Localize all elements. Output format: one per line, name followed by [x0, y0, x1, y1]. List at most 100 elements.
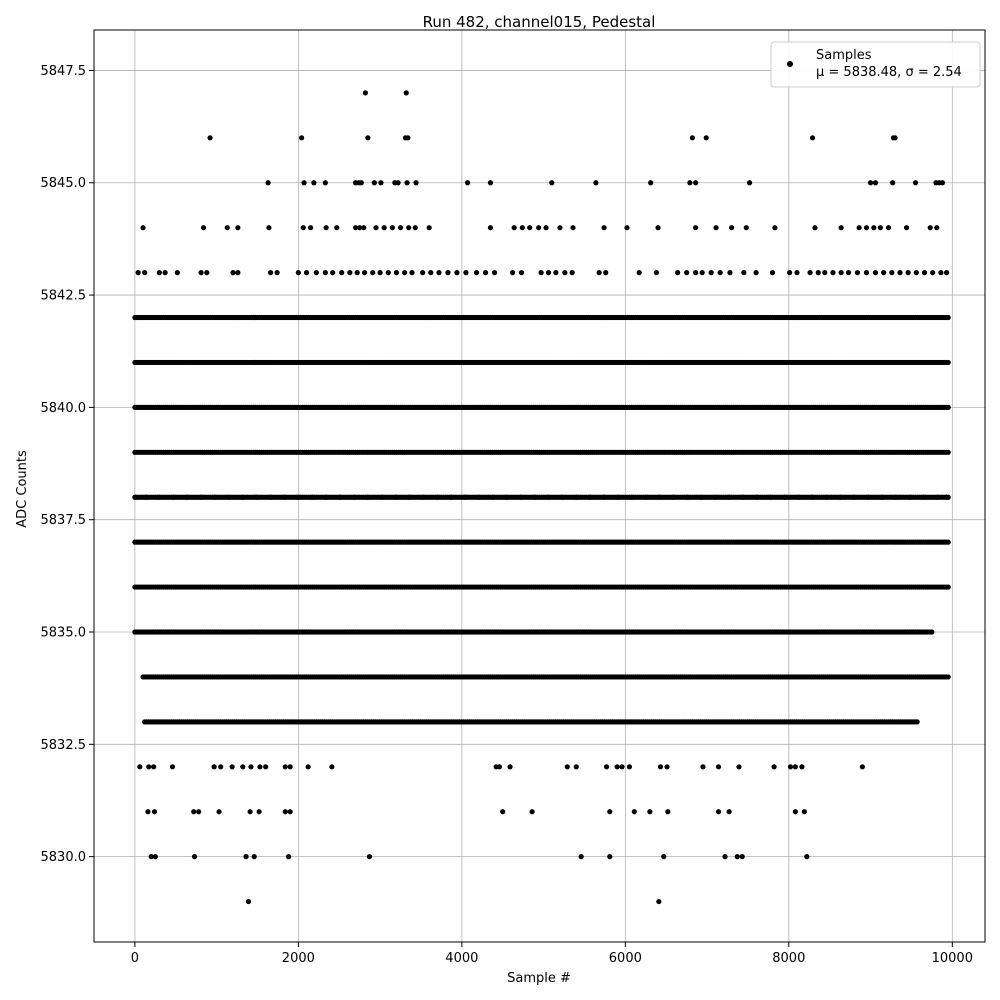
- data-point: [913, 270, 919, 276]
- data-point: [807, 270, 813, 276]
- data-point: [313, 270, 319, 276]
- data-point: [145, 809, 151, 815]
- data-point: [809, 494, 816, 500]
- data-point: [753, 270, 759, 276]
- data-point: [771, 764, 777, 770]
- data-point: [559, 494, 565, 500]
- data-point: [684, 270, 690, 276]
- data-point: [504, 494, 510, 500]
- data-point: [151, 809, 158, 815]
- data-point: [347, 270, 353, 276]
- data-point: [921, 270, 928, 276]
- data-point: [769, 270, 776, 276]
- data-point: [169, 764, 176, 770]
- data-point: [339, 270, 345, 276]
- data-point: [403, 90, 409, 96]
- data-point: [607, 809, 613, 815]
- data-point: [934, 494, 941, 500]
- data-point: [717, 270, 723, 276]
- data-point: [549, 180, 555, 186]
- y-tick-label: 5832.5: [41, 738, 87, 753]
- data-point: [794, 270, 800, 276]
- data-point: [464, 180, 471, 186]
- data-point: [156, 270, 162, 276]
- data-point: [715, 809, 722, 815]
- data-point: [890, 180, 896, 186]
- data-point: [607, 854, 613, 860]
- data-point: [402, 270, 408, 276]
- data-point: [689, 135, 695, 141]
- data-point: [406, 494, 413, 500]
- data-point: [938, 270, 944, 276]
- x-tick-label: 8000: [772, 951, 805, 966]
- data-point: [930, 270, 936, 276]
- data-point: [647, 809, 653, 815]
- data-point: [536, 225, 542, 231]
- data-point: [300, 225, 306, 231]
- data-point: [226, 494, 232, 500]
- data-point: [726, 809, 732, 815]
- data-point: [162, 270, 168, 276]
- data-point: [587, 494, 593, 500]
- data-point: [545, 270, 552, 276]
- data-point: [436, 270, 442, 276]
- data-point: [370, 270, 376, 276]
- data-point: [851, 494, 857, 500]
- data-point: [792, 764, 798, 770]
- data-point: [148, 854, 154, 860]
- plot-frame: [93, 29, 986, 943]
- data-point: [361, 270, 368, 276]
- data-point: [395, 180, 401, 186]
- legend-series-name: Samples: [816, 48, 872, 63]
- data-point: [914, 719, 920, 725]
- data-point: [511, 225, 517, 231]
- data-point: [426, 225, 432, 231]
- data-point: [945, 449, 951, 455]
- data-point: [428, 270, 434, 276]
- data-point: [454, 270, 460, 276]
- data-point: [619, 764, 625, 770]
- data-point: [365, 135, 371, 141]
- data-point: [670, 494, 677, 500]
- data-point: [409, 270, 415, 276]
- data-point: [381, 225, 387, 231]
- data-point: [204, 270, 210, 276]
- chart-title: Run 482, channel015, Pedestal: [423, 13, 656, 31]
- data-point: [715, 764, 722, 770]
- data-point: [243, 854, 249, 860]
- data-point: [389, 225, 395, 231]
- data-point: [631, 809, 637, 815]
- data-point: [934, 225, 940, 231]
- data-point: [405, 135, 411, 141]
- data-point: [921, 494, 927, 500]
- data-point: [529, 809, 535, 815]
- data-point: [500, 809, 506, 815]
- y-axis-ticks: 5830.0 5832.5 5835.0 5837.5 5840.0 5842.5 5845…: [41, 64, 94, 865]
- data-point: [434, 494, 440, 500]
- data-point: [240, 494, 246, 500]
- data-point: [812, 225, 818, 231]
- data-point: [146, 764, 152, 770]
- data-point: [309, 494, 315, 500]
- y-tick-label: 5835.0: [41, 626, 87, 641]
- data-point: [698, 494, 704, 500]
- data-point: [838, 225, 844, 231]
- data-point: [823, 494, 830, 500]
- data-point: [487, 225, 494, 231]
- data-point: [741, 270, 747, 276]
- data-point: [267, 270, 274, 276]
- data-point: [473, 270, 480, 276]
- data-point: [527, 225, 533, 231]
- data-point: [518, 494, 524, 500]
- data-point: [713, 225, 719, 231]
- data-point: [377, 270, 383, 276]
- data-point: [265, 180, 271, 186]
- data-point: [211, 764, 217, 770]
- x-tick-label: 2000: [282, 951, 315, 966]
- x-tick-label: 6000: [609, 951, 642, 966]
- x-axis-ticks: 0 2000 4000 6000 8000 10000: [131, 942, 973, 966]
- data-point: [308, 225, 314, 231]
- data-point: [531, 494, 538, 500]
- data-point: [198, 270, 204, 276]
